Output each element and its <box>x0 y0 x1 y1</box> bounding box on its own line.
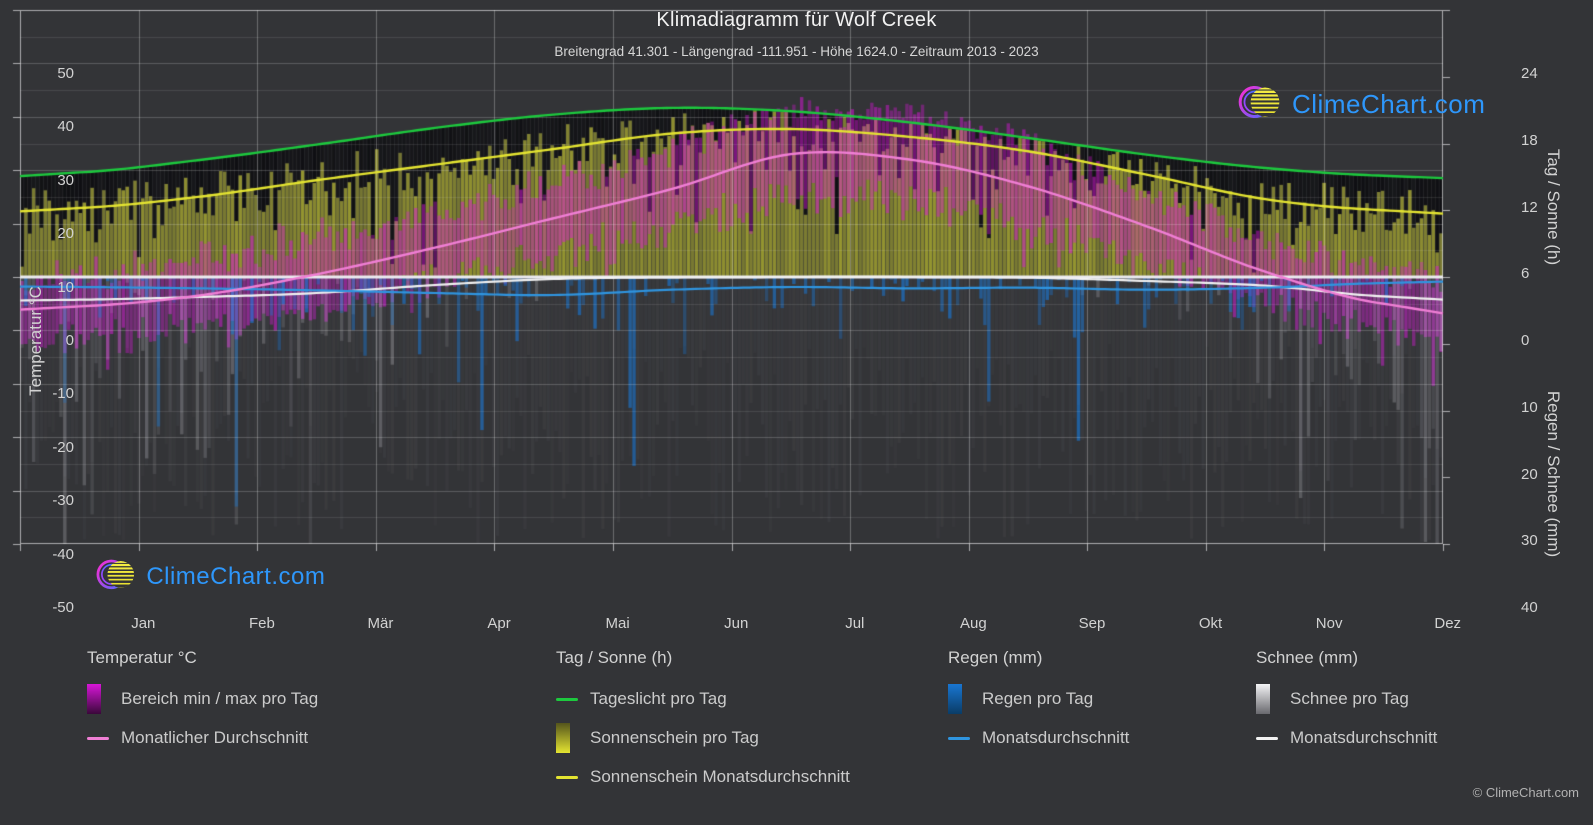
x-tick-month: Dez <box>1434 615 1462 632</box>
y-tick-temperature: 20 <box>57 225 74 243</box>
legend-item-label: Regen pro Tag <box>982 689 1094 708</box>
y-tick-precip: 30 <box>1521 532 1538 550</box>
legend-item: Monatsdurchschnitt <box>948 723 1129 753</box>
legend-group-temperature: Temperatur °C Bereich min / max pro Tag … <box>87 648 318 762</box>
page-subtitle: Breitengrad 41.301 - Längengrad -111.951… <box>554 44 1039 59</box>
legend-group-sun: Tag / Sonne (h) Tageslicht pro Tag Sonne… <box>556 648 850 801</box>
y-axis-title-precip: Regen / Schnee (mm) <box>1544 390 1563 558</box>
climechart-watermark-bottom: ClimeChart.com <box>95 556 325 598</box>
climechart-watermark-top: ClimeChart.com <box>1237 82 1485 127</box>
sunshine-avg-line-swatch <box>556 775 578 779</box>
y-tick-sun: 12 <box>1521 198 1538 216</box>
y-tick-precip: 20 <box>1521 465 1538 483</box>
legend-group-title: Tag / Sonne (h) <box>556 648 673 667</box>
legend-item: Bereich min / max pro Tag <box>87 684 318 714</box>
sunshine-bar-swatch <box>556 723 570 753</box>
x-tick-month: Mär <box>367 615 394 632</box>
y-tick-precip: 10 <box>1521 398 1538 416</box>
legend-item: Regen pro Tag <box>948 684 1129 714</box>
y-tick-temperature: -10 <box>52 385 74 403</box>
y-tick-temperature: 50 <box>57 65 74 82</box>
climechart-logo-icon <box>95 556 137 598</box>
legend-item: Monatlicher Durchschnitt <box>87 723 318 753</box>
legend-item-label: Sonnenschein Monatsdurchschnitt <box>590 767 850 786</box>
temp-avg-line-swatch <box>87 736 109 740</box>
y-tick-temperature: -20 <box>52 438 74 456</box>
x-tick-month: Nov <box>1315 615 1343 632</box>
y-axis-title-sun: Tag / Sonne (h) <box>1544 148 1563 266</box>
x-tick-month: Jan <box>131 615 156 632</box>
y-tick-temperature: 0 <box>65 332 74 349</box>
snow-bar-swatch <box>1256 684 1270 714</box>
legend-item-label: Tageslicht pro Tag <box>590 689 727 708</box>
climate-chart-canvas <box>0 0 1463 560</box>
x-tick-month: Jul <box>845 615 865 632</box>
climechart-watermark-text: ClimeChart.com <box>146 562 326 590</box>
climechart-logo-icon <box>1237 82 1283 127</box>
y-tick-temperature: -40 <box>52 545 74 563</box>
legend: Temperatur °C Bereich min / max pro Tag … <box>0 648 1593 808</box>
y-tick-sun: 0 <box>1521 332 1530 349</box>
legend-item: Sonnenschein Monatsdurchschnitt <box>556 762 850 792</box>
legend-item-label: Monatlicher Durchschnitt <box>121 728 309 747</box>
legend-group-title: Temperatur °C <box>87 648 197 667</box>
y-tick-sun: 24 <box>1521 65 1538 82</box>
legend-group-title: Regen (mm) <box>948 648 1043 667</box>
x-tick-month: Jun <box>724 615 749 632</box>
rain-bar-swatch <box>948 684 962 714</box>
x-tick-month: Apr <box>487 615 511 632</box>
legend-item: Monatsdurchschnitt <box>1256 723 1437 753</box>
x-tick-month: Aug <box>960 615 987 632</box>
y-tick-temperature: 30 <box>57 171 74 189</box>
climechart-watermark-text: ClimeChart.com <box>1292 89 1486 119</box>
y-tick-temperature: -50 <box>52 599 74 616</box>
y-tick-temperature: -30 <box>52 492 74 510</box>
legend-item-label: Sonnenschein pro Tag <box>590 728 759 747</box>
y-tick-sun: 6 <box>1521 265 1530 283</box>
x-tick-month: Mai <box>605 615 630 632</box>
rain-avg-line-swatch <box>948 736 970 740</box>
y-tick-sun: 18 <box>1521 131 1538 149</box>
x-tick-month: Okt <box>1198 615 1223 632</box>
legend-item-label: Schnee pro Tag <box>1290 689 1409 708</box>
daylight-line-swatch <box>556 697 578 701</box>
y-tick-temperature: 40 <box>57 118 74 136</box>
x-tick-month: Feb <box>248 615 275 632</box>
snow-avg-line-swatch <box>1256 736 1278 740</box>
temp-range-swatch <box>87 684 101 714</box>
y-tick-temperature: 10 <box>57 278 74 296</box>
legend-item-label: Monatsdurchschnitt <box>1290 728 1438 747</box>
copyright-text: © ClimeChart.com <box>1472 785 1579 800</box>
legend-item: Tageslicht pro Tag <box>556 684 850 714</box>
legend-group-snow: Schnee (mm) Schnee pro Tag Monatsdurchsc… <box>1256 648 1437 762</box>
legend-item-label: Bereich min / max pro Tag <box>121 689 319 708</box>
legend-item: Schnee pro Tag <box>1256 684 1437 714</box>
x-tick-month: Sep <box>1078 615 1106 632</box>
legend-group-title: Schnee (mm) <box>1256 648 1359 667</box>
y-tick-precip: 40 <box>1521 599 1538 616</box>
legend-item-label: Monatsdurchschnitt <box>982 728 1130 747</box>
legend-item: Sonnenschein pro Tag <box>556 723 850 753</box>
page-title: Klimadiagramm für Wolf Creek <box>656 9 937 31</box>
legend-group-rain: Regen (mm) Regen pro Tag Monatsdurchschn… <box>948 648 1129 762</box>
